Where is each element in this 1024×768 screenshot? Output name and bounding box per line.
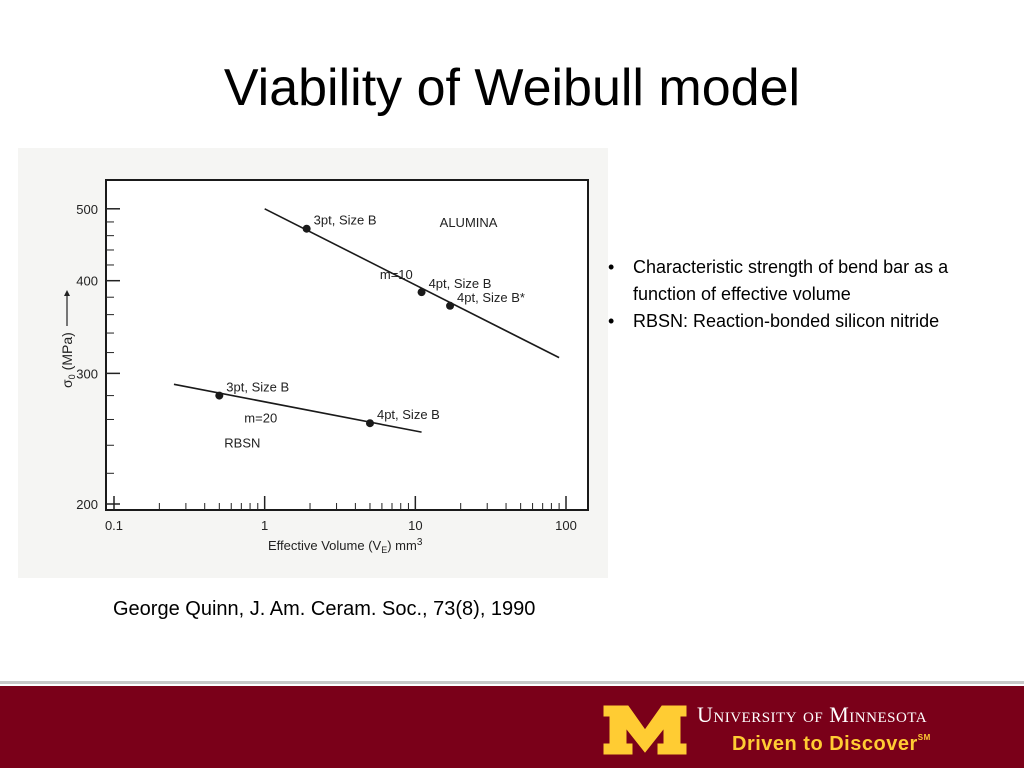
fit-line [173,383,422,433]
citation: George Quinn, J. Am. Ceram. Soc., 73(8),… [113,598,536,620]
y-tick-label: 400 [76,274,98,289]
slide-title: Viability of Weibull model [223,59,801,117]
y-tick-label: 500 [76,202,98,217]
bullet-item: • RBSN: Reaction-bonded silicon nitride [606,308,1016,335]
x-tick-label: 100 [555,518,577,533]
point-label: 4pt, Size B [377,407,440,422]
footer-bar [0,686,1024,768]
bullet-item: • Characteristic strength of bend bar as … [606,254,1016,308]
data-point [215,391,224,400]
x-axis-label: Effective Volume (VE) mm3 [268,537,423,555]
data-point [446,301,455,310]
chart-svg: 200 300 400 500 0.1 1 10 100 3pt, Size B 4pt, Si… [18,148,608,578]
slope-label: m=10 [380,267,413,282]
x-tick-label: 10 [408,518,422,533]
bullet-dot-icon: • [608,257,615,277]
x-tick-label: 0.1 [105,518,123,533]
x-tick-label: 1 [261,518,268,533]
y-axis-label: σ0(MPa) [59,290,77,388]
weibull-chart: 200 300 400 500 0.1 1 10 100 3pt, Size B 4pt, Si… [18,148,608,578]
point-label: 3pt, Size B [226,380,289,395]
data-point [365,419,374,428]
point-label: 3pt, Size B [314,213,377,228]
data-point [417,288,426,297]
university-name: University of Minnesota [697,702,928,727]
bullet-list: • Characteristic strength of bend bar as … [606,254,1016,335]
data-point [302,224,311,233]
tagline: Driven to DiscoverSM [732,733,931,755]
series-name: ALUMINA [440,215,498,230]
bullet-dot-icon: • [608,311,615,331]
plot-frame [105,179,589,511]
series-name: RBSN [224,436,260,451]
y-tick-label: 200 [76,497,98,512]
y-tick-label: 300 [76,366,98,381]
point-label: 4pt, Size B [429,276,492,291]
block-m-logo-icon [603,705,687,755]
fit-line [264,208,560,359]
slope-label: m=20 [244,411,277,426]
point-label: 4pt, Size B* [457,290,525,305]
footer-divider [0,681,1024,684]
svg-text:σ0(MPa): σ0(MPa) [59,332,77,388]
